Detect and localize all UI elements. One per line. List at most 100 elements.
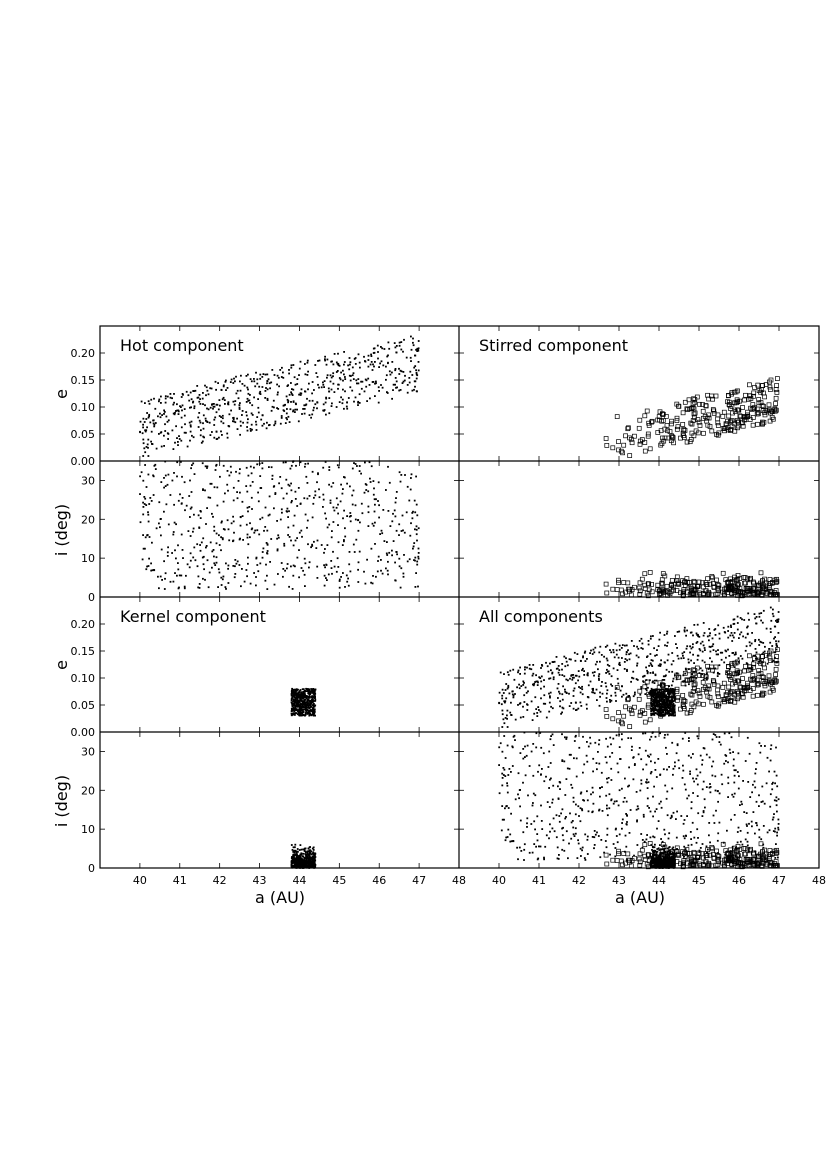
hot-point — [144, 451, 147, 454]
hot-point — [176, 475, 178, 478]
hot-point — [285, 510, 288, 512]
hot-point — [200, 441, 203, 444]
kernel-point — [306, 862, 309, 865]
all-hot-point — [558, 854, 560, 856]
all-hot-point — [654, 769, 657, 771]
hot-point — [377, 560, 379, 562]
all-hot-point — [519, 702, 522, 704]
all-hot-point — [558, 690, 560, 693]
all-hot-point — [664, 661, 666, 664]
hot-point — [164, 485, 167, 487]
kernel-point — [291, 849, 294, 851]
all-stirred-point — [604, 861, 610, 867]
all-hot-point — [718, 741, 721, 743]
all-stirred-point — [625, 697, 631, 703]
all-hot-point — [693, 624, 696, 626]
kernel-point — [305, 852, 307, 854]
hot-point — [307, 370, 309, 373]
hot-point — [387, 341, 390, 344]
all-hot-point — [752, 660, 754, 662]
all-hot-point — [730, 736, 733, 739]
kernel-point — [307, 689, 309, 692]
hot-point — [411, 374, 414, 376]
hot-point — [203, 568, 205, 571]
all-hot-point — [754, 617, 757, 620]
all-hot-point — [668, 832, 671, 835]
all-stirred-point — [748, 846, 753, 852]
all-hot-point — [690, 838, 692, 840]
kernel-point — [305, 866, 307, 868]
hot-point — [298, 531, 301, 534]
hot-point — [204, 465, 207, 468]
all-hot-point — [702, 622, 705, 624]
hot-point — [159, 575, 162, 578]
all-stirred-point — [697, 672, 702, 678]
hot-point — [343, 539, 345, 541]
all-hot-point — [501, 772, 504, 775]
hot-point — [255, 423, 258, 426]
hot-point — [403, 379, 406, 382]
all-hot-point — [677, 657, 680, 660]
all-hot-point — [528, 664, 531, 666]
hot-point — [151, 541, 153, 544]
hot-point — [317, 360, 319, 362]
kernel-point — [302, 848, 305, 851]
all-hot-point — [617, 771, 620, 774]
hot-point — [344, 527, 346, 530]
hot-point — [235, 392, 238, 395]
stirred-point — [743, 416, 749, 422]
kernel-point — [313, 708, 316, 711]
hot-point — [197, 586, 200, 589]
all-hot-point — [621, 644, 624, 646]
hot-point — [141, 558, 144, 561]
all-hot-point — [703, 661, 706, 664]
hot-point — [405, 511, 408, 514]
all-stirred-point — [616, 710, 621, 715]
all-hot-point — [755, 768, 757, 770]
all-hot-point — [695, 841, 698, 844]
all-hot-point — [692, 792, 694, 794]
all-stirred-point — [681, 698, 687, 704]
hot-point — [410, 335, 412, 338]
all-hot-point — [522, 680, 525, 683]
hot-point — [357, 404, 359, 406]
hot-point — [187, 530, 190, 532]
kernel-point — [295, 858, 298, 861]
hot-point — [280, 508, 283, 511]
all-hot-point — [773, 637, 775, 640]
all-hot-point — [678, 767, 681, 770]
all-hot-point — [570, 837, 573, 840]
all-stirred-point — [627, 857, 633, 863]
hot-point — [387, 465, 389, 468]
all-hot-point — [748, 618, 750, 621]
all-hot-point — [565, 692, 568, 694]
hot-point — [264, 579, 267, 582]
all-stirred-point — [743, 663, 748, 669]
stirred-point — [690, 418, 696, 423]
all-hot-point — [714, 775, 717, 778]
all-hot-point — [545, 661, 547, 664]
all-hot-point — [524, 756, 526, 758]
all-hot-point — [572, 707, 575, 710]
all-stirred-point — [675, 695, 681, 701]
hot-point — [226, 387, 229, 389]
hot-point — [201, 440, 204, 443]
hot-point — [254, 385, 257, 388]
all-hot-point — [733, 653, 736, 656]
all-hot-point — [501, 784, 504, 787]
hot-point — [310, 546, 312, 549]
hot-point — [414, 511, 417, 514]
stirred-point — [716, 583, 722, 588]
hot-point — [337, 364, 340, 367]
hot-point — [294, 383, 297, 386]
all-stirred-point — [691, 677, 697, 683]
all-hot-point — [683, 680, 686, 682]
all-stirred-point — [737, 669, 743, 675]
all-hot-point — [511, 690, 514, 693]
hot-point — [370, 465, 373, 468]
all-hot-point — [551, 798, 554, 801]
hot-point — [241, 568, 243, 570]
all-hot-point — [703, 647, 706, 649]
hot-point — [221, 537, 224, 539]
hot-point — [164, 395, 167, 398]
